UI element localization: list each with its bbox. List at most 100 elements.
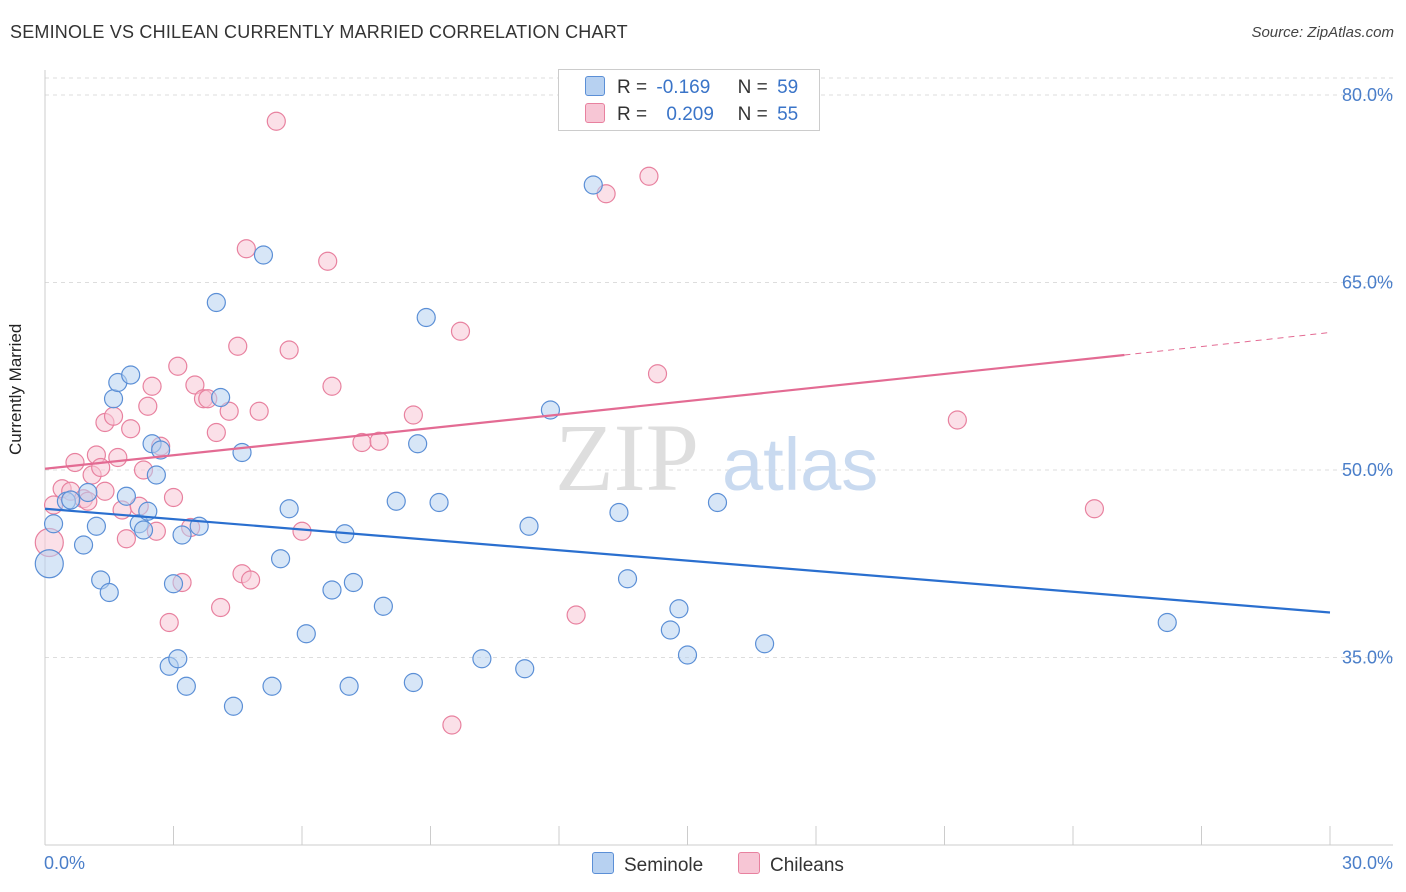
chilean-trend-extension <box>1124 332 1331 356</box>
chilean-swatch <box>585 103 605 123</box>
seminole-point <box>429 492 449 513</box>
chilean-point <box>236 239 256 259</box>
seminole-point <box>206 292 226 313</box>
legend-label-chilean: Chileans <box>770 855 844 876</box>
seminole-point <box>232 442 252 463</box>
legend-n-value: 59 <box>777 77 799 98</box>
seminole-point <box>1157 612 1177 633</box>
legend-n-label: N = <box>737 104 768 125</box>
chilean-points <box>34 111 1105 735</box>
seminole-point <box>677 645 698 665</box>
chilean-point <box>185 375 205 395</box>
y-tick-label: 35.0% <box>1342 648 1393 668</box>
seminole-point <box>133 520 154 540</box>
chilean-point <box>403 405 423 425</box>
seminole-point <box>103 389 124 409</box>
seminole-point <box>151 440 171 460</box>
legend-n-value: 55 <box>777 104 799 125</box>
seminole-point <box>34 549 64 579</box>
seminole-point <box>262 676 282 696</box>
legend-item-seminole[interactable]: Seminole <box>592 852 703 877</box>
seminole-point <box>73 535 94 555</box>
legend-r-label: R = <box>617 104 648 125</box>
x-tick-label: 30.0% <box>1342 853 1393 873</box>
seminole-point <box>61 490 81 510</box>
chilean-point <box>241 570 261 590</box>
axes <box>44 70 1393 846</box>
seminole-point <box>163 574 184 594</box>
chilean-point <box>159 612 179 633</box>
seminole-swatch <box>585 76 605 96</box>
seminole-point <box>279 499 299 519</box>
chilean-point <box>266 111 286 131</box>
chilean-point <box>369 431 389 451</box>
seminole-point <box>78 482 98 503</box>
seminole-point <box>168 649 188 669</box>
watermark-atlas: atlas <box>722 423 878 506</box>
chilean-point <box>228 336 248 356</box>
legend-r-value: -0.169 <box>656 77 711 98</box>
chart-title: SEMINOLE VS CHILEAN CURRENTLY MARRIED CO… <box>10 22 628 42</box>
legend-row-chilean: R = 0.209 N = 55 <box>585 103 798 127</box>
legend-n-label: N = <box>737 77 768 98</box>
seminole-point <box>707 492 728 513</box>
chilean-point <box>138 396 158 416</box>
chilean-point <box>142 376 162 396</box>
seminole-point <box>373 596 393 616</box>
chilean-point <box>95 481 115 501</box>
seminole-points <box>34 175 1177 716</box>
seminole-point <box>669 599 689 619</box>
seminole-trend-line <box>44 507 1331 614</box>
chilean-point <box>65 452 85 473</box>
chilean-point <box>163 487 184 508</box>
chilean-point <box>566 605 586 625</box>
chilean-point <box>219 401 239 421</box>
seminole-legend-swatch <box>592 852 614 874</box>
chilean-point <box>450 321 471 341</box>
seminole-point <box>121 365 141 385</box>
y-tick-label: 80.0% <box>1342 85 1393 105</box>
chilean-point <box>168 356 188 376</box>
seminole-point <box>660 620 680 640</box>
seminole-point <box>583 175 603 195</box>
seminole-point <box>515 659 535 679</box>
legend-label-seminole: Seminole <box>624 855 704 876</box>
seminole-point <box>416 307 436 328</box>
seminole-point <box>617 569 638 589</box>
seminole-point <box>176 676 196 696</box>
chilean-point <box>116 529 136 549</box>
seminole-point <box>296 624 316 644</box>
watermark: ZIP atlas <box>555 404 878 511</box>
seminole-point <box>172 525 192 545</box>
seminole-point <box>609 502 629 523</box>
trend-lines <box>44 332 1331 614</box>
y-axis-label: Currently Married <box>6 323 25 455</box>
legend-r-label: R = <box>617 77 648 98</box>
y-tick-label: 50.0% <box>1342 460 1393 480</box>
chart-source: Source: ZipAtlas.com <box>1251 24 1394 41</box>
seminole-point <box>253 245 274 265</box>
chilean-point <box>442 715 462 735</box>
chilean-point <box>947 410 967 430</box>
chilean-point <box>292 521 312 541</box>
seminole-point <box>322 580 342 600</box>
seminole-point <box>472 649 492 669</box>
seminole-point <box>270 549 291 569</box>
chilean-point <box>206 422 226 443</box>
seminole-point <box>343 572 363 593</box>
chilean-point <box>108 447 128 468</box>
chilean-trend-line <box>44 353 1125 470</box>
seminole-point <box>403 672 423 693</box>
chilean-point <box>318 251 338 271</box>
seminole-point <box>519 516 539 536</box>
legend-row-seminole: R = -0.169 N = 59 <box>585 76 798 100</box>
chilean-point <box>211 597 231 618</box>
chilean-point <box>647 364 668 384</box>
chilean-point <box>279 340 299 360</box>
legend-item-chilean[interactable]: Chileans <box>738 852 844 877</box>
chilean-point <box>1084 499 1105 519</box>
chilean-legend-swatch <box>738 852 760 874</box>
seminole-point <box>339 676 359 696</box>
seminole-point <box>146 465 166 485</box>
